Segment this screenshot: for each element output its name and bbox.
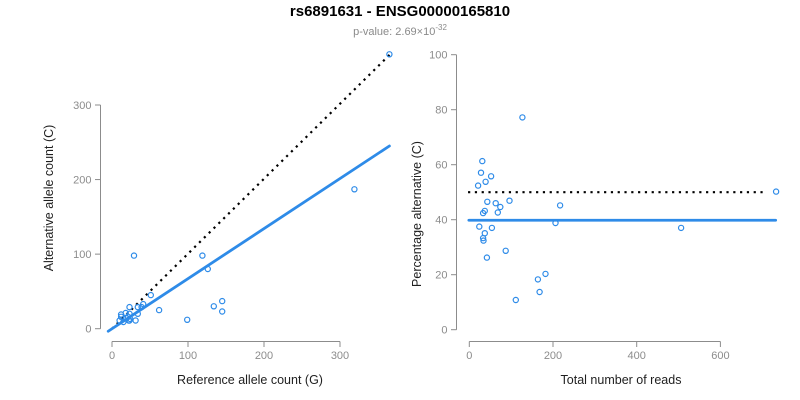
data-point <box>155 306 163 314</box>
data-point <box>494 209 501 216</box>
x-tick-label: 0 <box>466 350 472 362</box>
y-tick-label: 100 <box>429 50 447 62</box>
x-tick-label: 600 <box>711 350 729 362</box>
data-point <box>502 247 509 254</box>
data-point <box>480 237 487 244</box>
data-point <box>204 265 211 273</box>
figure-title: rs6891631 - ENSG00000165810 <box>290 3 510 20</box>
y-tick-label: 60 <box>435 160 447 172</box>
data-point <box>484 198 491 205</box>
y-tick-label: 100 <box>73 249 91 261</box>
data-point <box>482 178 489 185</box>
data-point <box>556 202 564 209</box>
data-point <box>476 223 483 230</box>
right-x-axis-label: Total number of reads <box>561 373 682 387</box>
figure-subtitle: p-value: 2.69×10-32 <box>353 23 447 38</box>
data-point <box>488 224 496 232</box>
fit-line <box>106 144 391 333</box>
data-point <box>134 310 141 317</box>
left-y-axis-label: Alternative allele count (C) <box>42 125 56 272</box>
data-point <box>542 270 549 278</box>
y-tick-label: 0 <box>85 324 91 336</box>
data-point <box>126 303 133 311</box>
data-point <box>552 219 559 227</box>
data-point <box>351 186 358 193</box>
data-point <box>506 197 513 204</box>
data-point <box>492 199 499 207</box>
data-point <box>147 291 154 299</box>
data-point <box>677 224 685 232</box>
data-point <box>474 182 482 189</box>
data-point <box>512 296 520 304</box>
data-point <box>519 114 526 121</box>
data-point <box>386 51 393 58</box>
data-point <box>772 188 780 195</box>
x-tick-label: 200 <box>544 350 562 362</box>
data-point <box>218 308 226 315</box>
y-tick-label: 0 <box>441 325 447 337</box>
x-tick-label: 300 <box>331 350 349 362</box>
left-scatter-panel: Alternative allele count (C) Reference a… <box>42 51 393 387</box>
y-tick-label: 20 <box>435 270 447 282</box>
data-point <box>479 209 487 217</box>
y-tick-label: 40 <box>435 215 447 227</box>
data-point <box>130 252 138 259</box>
right-plot-area: 0 200 400 600 0 20 40 60 80 100 <box>429 50 780 362</box>
data-point <box>479 157 486 165</box>
data-point <box>138 303 145 311</box>
data-point <box>534 276 542 283</box>
data-point <box>487 173 495 180</box>
data-point <box>183 316 191 323</box>
data-point <box>477 169 485 176</box>
data-point <box>536 288 543 296</box>
x-tick-label: 0 <box>109 350 115 362</box>
x-tick-label: 100 <box>179 350 197 362</box>
x-tick-label: 400 <box>628 350 646 362</box>
data-point <box>132 317 139 324</box>
x-tick-label: 200 <box>255 350 273 362</box>
y-tick-label: 300 <box>73 100 91 112</box>
pvalue-exponent: -32 <box>435 23 447 32</box>
data-point <box>479 234 487 242</box>
pvalue-text: p-value: 2.69×10 <box>353 26 435 38</box>
left-x-axis-label: Reference allele count (G) <box>177 373 323 387</box>
y-tick-label: 80 <box>435 105 447 117</box>
identity-line <box>111 52 392 330</box>
data-point <box>134 303 141 311</box>
right-scatter-panel: Percentage alternative (C) Total number … <box>410 50 780 387</box>
data-point <box>126 317 133 324</box>
data-point <box>218 297 226 305</box>
data-point <box>199 252 206 259</box>
left-plot-area: 0 100 200 300 0 100 200 300 <box>73 51 393 362</box>
y-tick-label: 200 <box>73 174 91 186</box>
data-point <box>210 303 217 310</box>
right-y-axis-label: Percentage alternative (C) <box>410 141 424 287</box>
data-point <box>483 254 491 261</box>
data-point <box>497 203 504 211</box>
data-point <box>116 317 123 324</box>
